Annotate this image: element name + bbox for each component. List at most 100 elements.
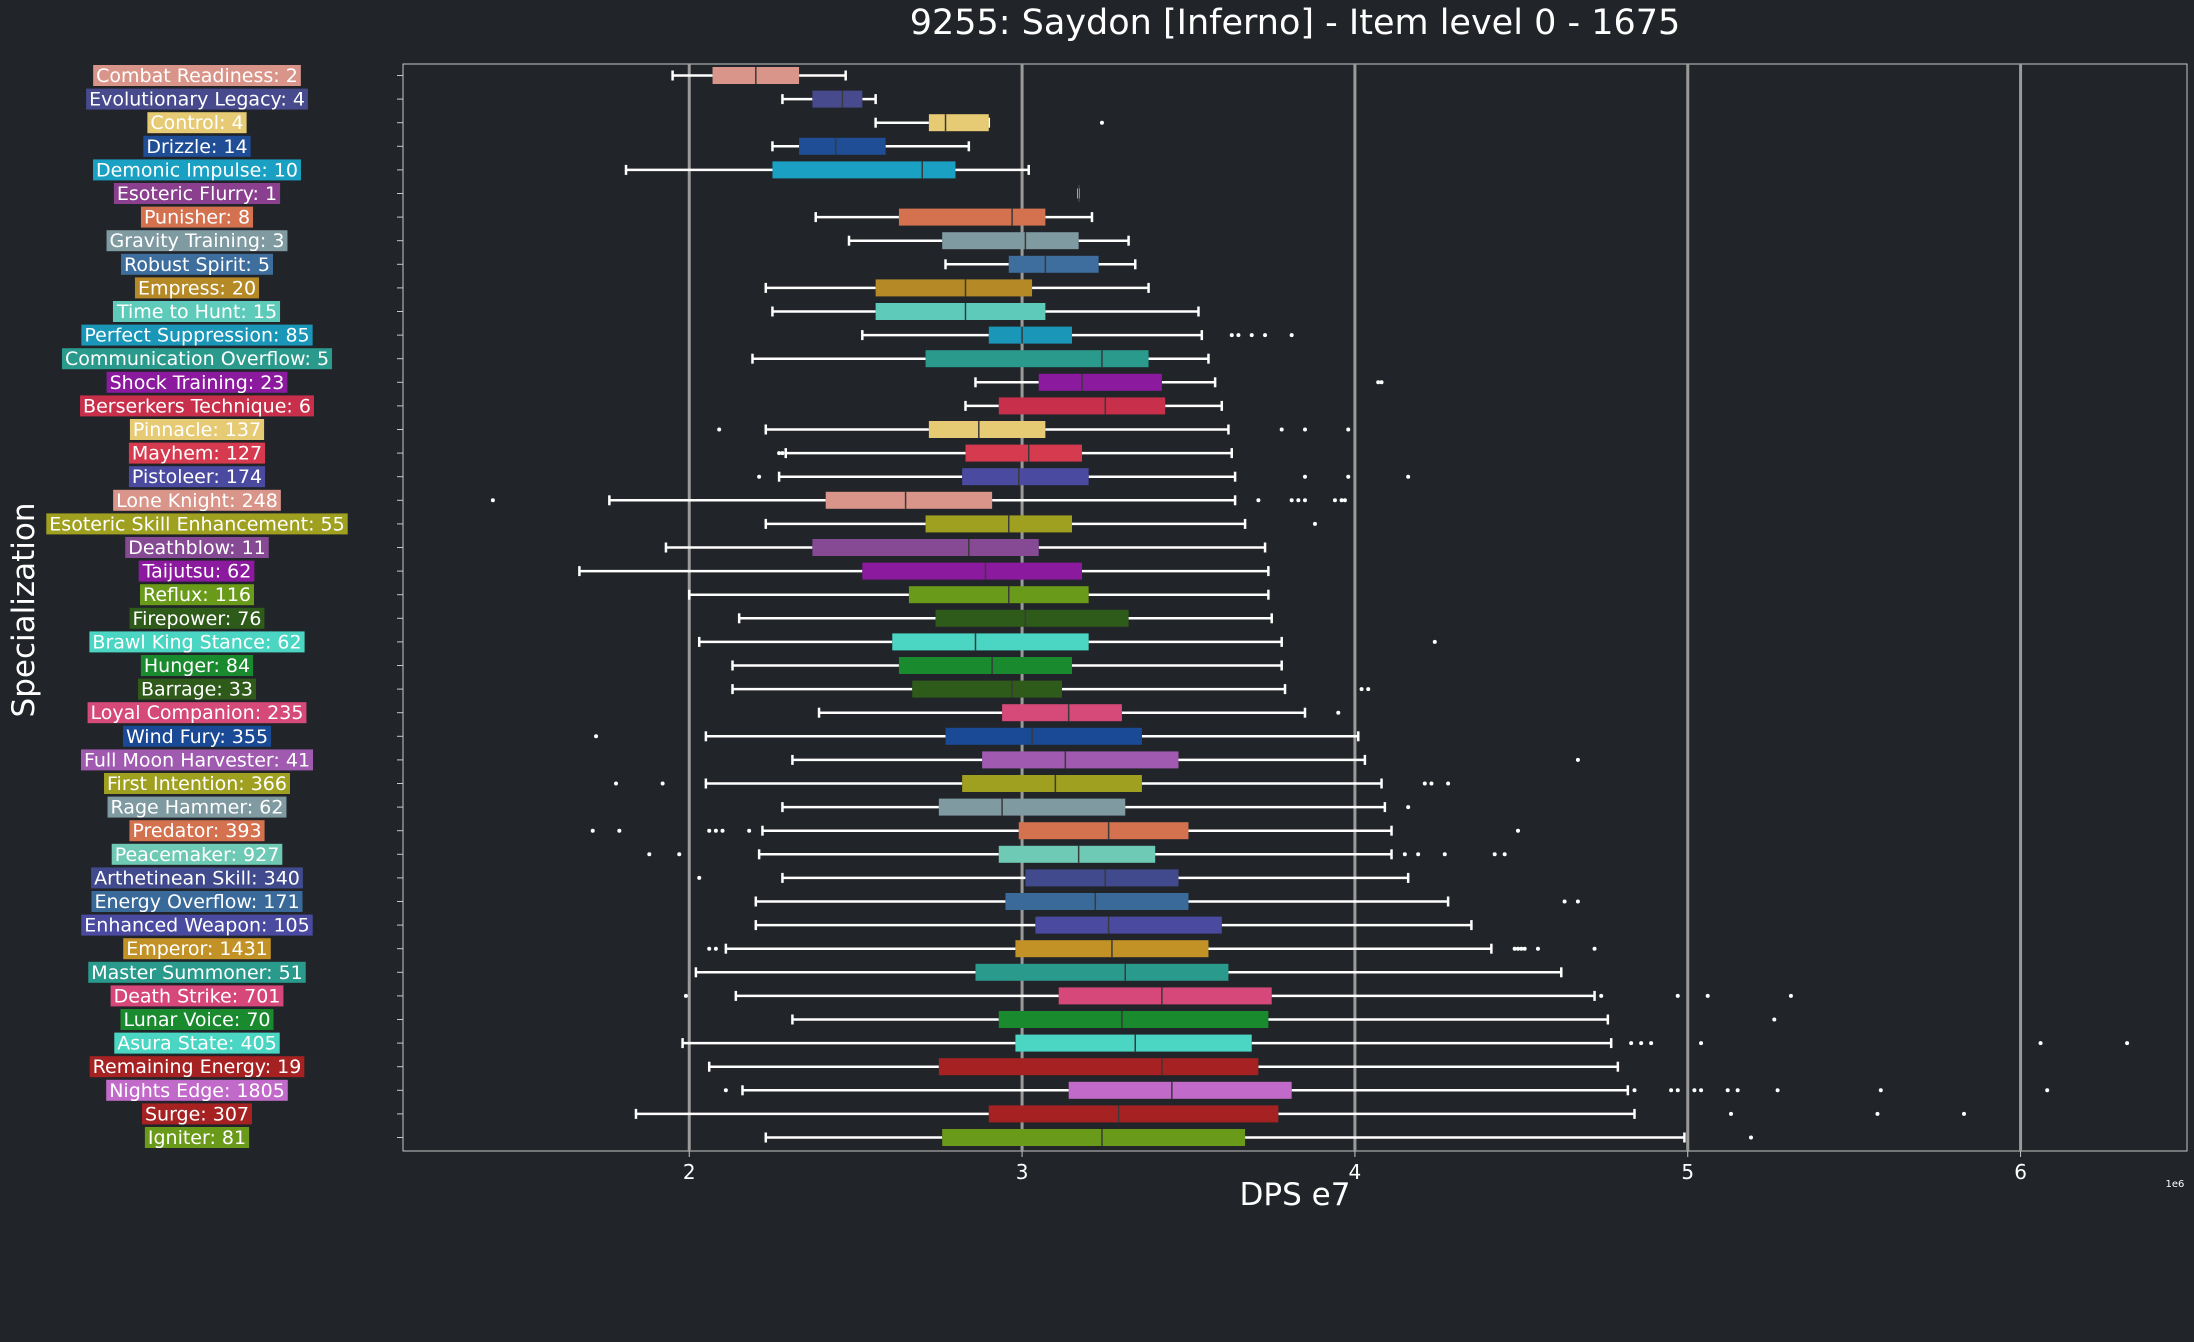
y-tick-label: Remaining Energy: 19 (93, 1056, 302, 1078)
outlier-point (1379, 380, 1384, 385)
outlier-point (490, 498, 495, 503)
x-tick-labels: 2 3 4 5 6 (683, 1151, 2027, 1184)
y-tick-label: Energy Overflow: 171 (94, 891, 299, 913)
box-iqr (1038, 373, 1162, 391)
box-iqr (898, 208, 1046, 226)
y-tick-label-background (113, 489, 281, 511)
outlier-point (1639, 1041, 1644, 1046)
box-iqr (962, 468, 1089, 486)
outlier-point (1575, 899, 1580, 904)
y-tick-label: Mayhem: 127 (132, 443, 262, 465)
outlier-point (697, 875, 702, 880)
y-tick-label: Arthetinean Skill: 340 (94, 867, 300, 889)
y-tick-label: Peacemaker: 927 (115, 844, 280, 866)
y-tick-label-background (147, 112, 247, 134)
outlier-point (1492, 852, 1497, 857)
y-tick-label-background (121, 253, 273, 275)
y-tick-label-background (87, 702, 307, 724)
y-tick-label-background (125, 537, 269, 558)
outlier-point (1516, 828, 1520, 833)
outlier-point (2038, 1041, 2043, 1046)
outlier-point (1675, 993, 1680, 998)
outlier-point (590, 828, 595, 833)
outlier-point (2125, 1041, 2130, 1046)
outlier-point (1649, 1041, 1654, 1046)
outlier-point (1562, 899, 1567, 904)
outlier-point (1289, 333, 1294, 338)
outlier-point (720, 828, 725, 833)
y-tick-label-background (122, 725, 272, 747)
outlier-point (1875, 1111, 1880, 1116)
box-iqr (825, 491, 993, 509)
box-iqr (998, 397, 1166, 415)
outlier-point (1336, 710, 1341, 715)
outlier-point (1402, 852, 1407, 857)
outlier-point (1729, 1111, 1734, 1116)
outlier-point (780, 451, 785, 456)
outlier-point (1346, 474, 1351, 479)
y-tick-label: Punisher: 8 (144, 207, 250, 229)
box-iqr (1005, 893, 1189, 910)
y-tick-label: Barrage: 33 (141, 679, 253, 701)
y-tick-label: Demonic Impulse: 10 (96, 159, 298, 181)
outlier-point (1592, 946, 1597, 951)
outlier-point (1788, 993, 1793, 998)
y-tick-label: Esoteric Flurry: 1 (117, 183, 277, 205)
box-iqr (965, 444, 1082, 462)
outlier-point (1516, 946, 1520, 951)
outlier-point (1416, 852, 1421, 857)
outlier-point (1775, 1088, 1780, 1093)
y-tick-label-background (80, 395, 314, 417)
y-tick-label: Evolutionary Legacy: 4 (89, 89, 305, 111)
outlier-point (1699, 1041, 1704, 1046)
outlier-point (757, 474, 762, 479)
outlier-point (1519, 946, 1524, 951)
y-tick-label: Deathblow: 11 (128, 537, 266, 559)
y-tick-label-background (106, 230, 288, 252)
plot-frame (402, 63, 2188, 1152)
y-tick-label: Full Moon Harvester: 41 (84, 749, 310, 771)
y-tick-label: Esoteric Skill Enhancement: 55 (49, 513, 344, 535)
y-tick-label-background (110, 985, 284, 1007)
outlier-point (713, 946, 718, 951)
box-iqr (1015, 1034, 1252, 1052)
box-iqr (1068, 1081, 1292, 1099)
outlier-point (747, 828, 752, 833)
y-tick-label-background (107, 796, 287, 818)
outlier-point (1422, 781, 1427, 786)
outlier-point (1512, 946, 1517, 951)
outlier-point (777, 451, 782, 456)
y-tick-label-background (138, 560, 255, 582)
box-iqr (928, 114, 989, 132)
y-tick-label: Rage Hammer: 62 (111, 797, 284, 819)
y-tick-label-background (91, 867, 303, 889)
box-iqr (945, 727, 1142, 745)
y-tick-label-background (93, 65, 301, 86)
outlier-point (1236, 333, 1241, 338)
outlier-point (1446, 781, 1451, 786)
y-tick-label-background (134, 277, 260, 299)
y-tick-label-background (88, 961, 306, 983)
box-iqr (1035, 916, 1222, 934)
outlier-point (1962, 1111, 1966, 1116)
y-tick-label-background (140, 584, 254, 606)
y-tick-label: Reflux: 116 (143, 584, 251, 606)
outlier-point (1339, 498, 1344, 503)
outlier-point (1535, 946, 1540, 951)
y-tick-label-background (138, 678, 256, 700)
y-tick-label-background (80, 749, 314, 771)
y-tick-label: Perfect Suppression: 85 (84, 325, 309, 347)
box-iqr (875, 303, 1046, 320)
box-iqr (982, 751, 1179, 769)
y-tick-label-background (46, 513, 348, 535)
y-tick-label-background (140, 206, 254, 228)
box-iqr (898, 657, 1072, 674)
y-tick-label: Predator: 393 (132, 820, 261, 842)
box-iqr (772, 161, 956, 179)
y-tick-label: Emperor: 1431 (126, 938, 268, 960)
y-tick-label-background (114, 1032, 280, 1054)
y-tick-label: Lunar Voice: 70 (123, 1009, 270, 1031)
y-axis-label: Specialization (6, 503, 42, 718)
outlier-point (1575, 757, 1580, 762)
